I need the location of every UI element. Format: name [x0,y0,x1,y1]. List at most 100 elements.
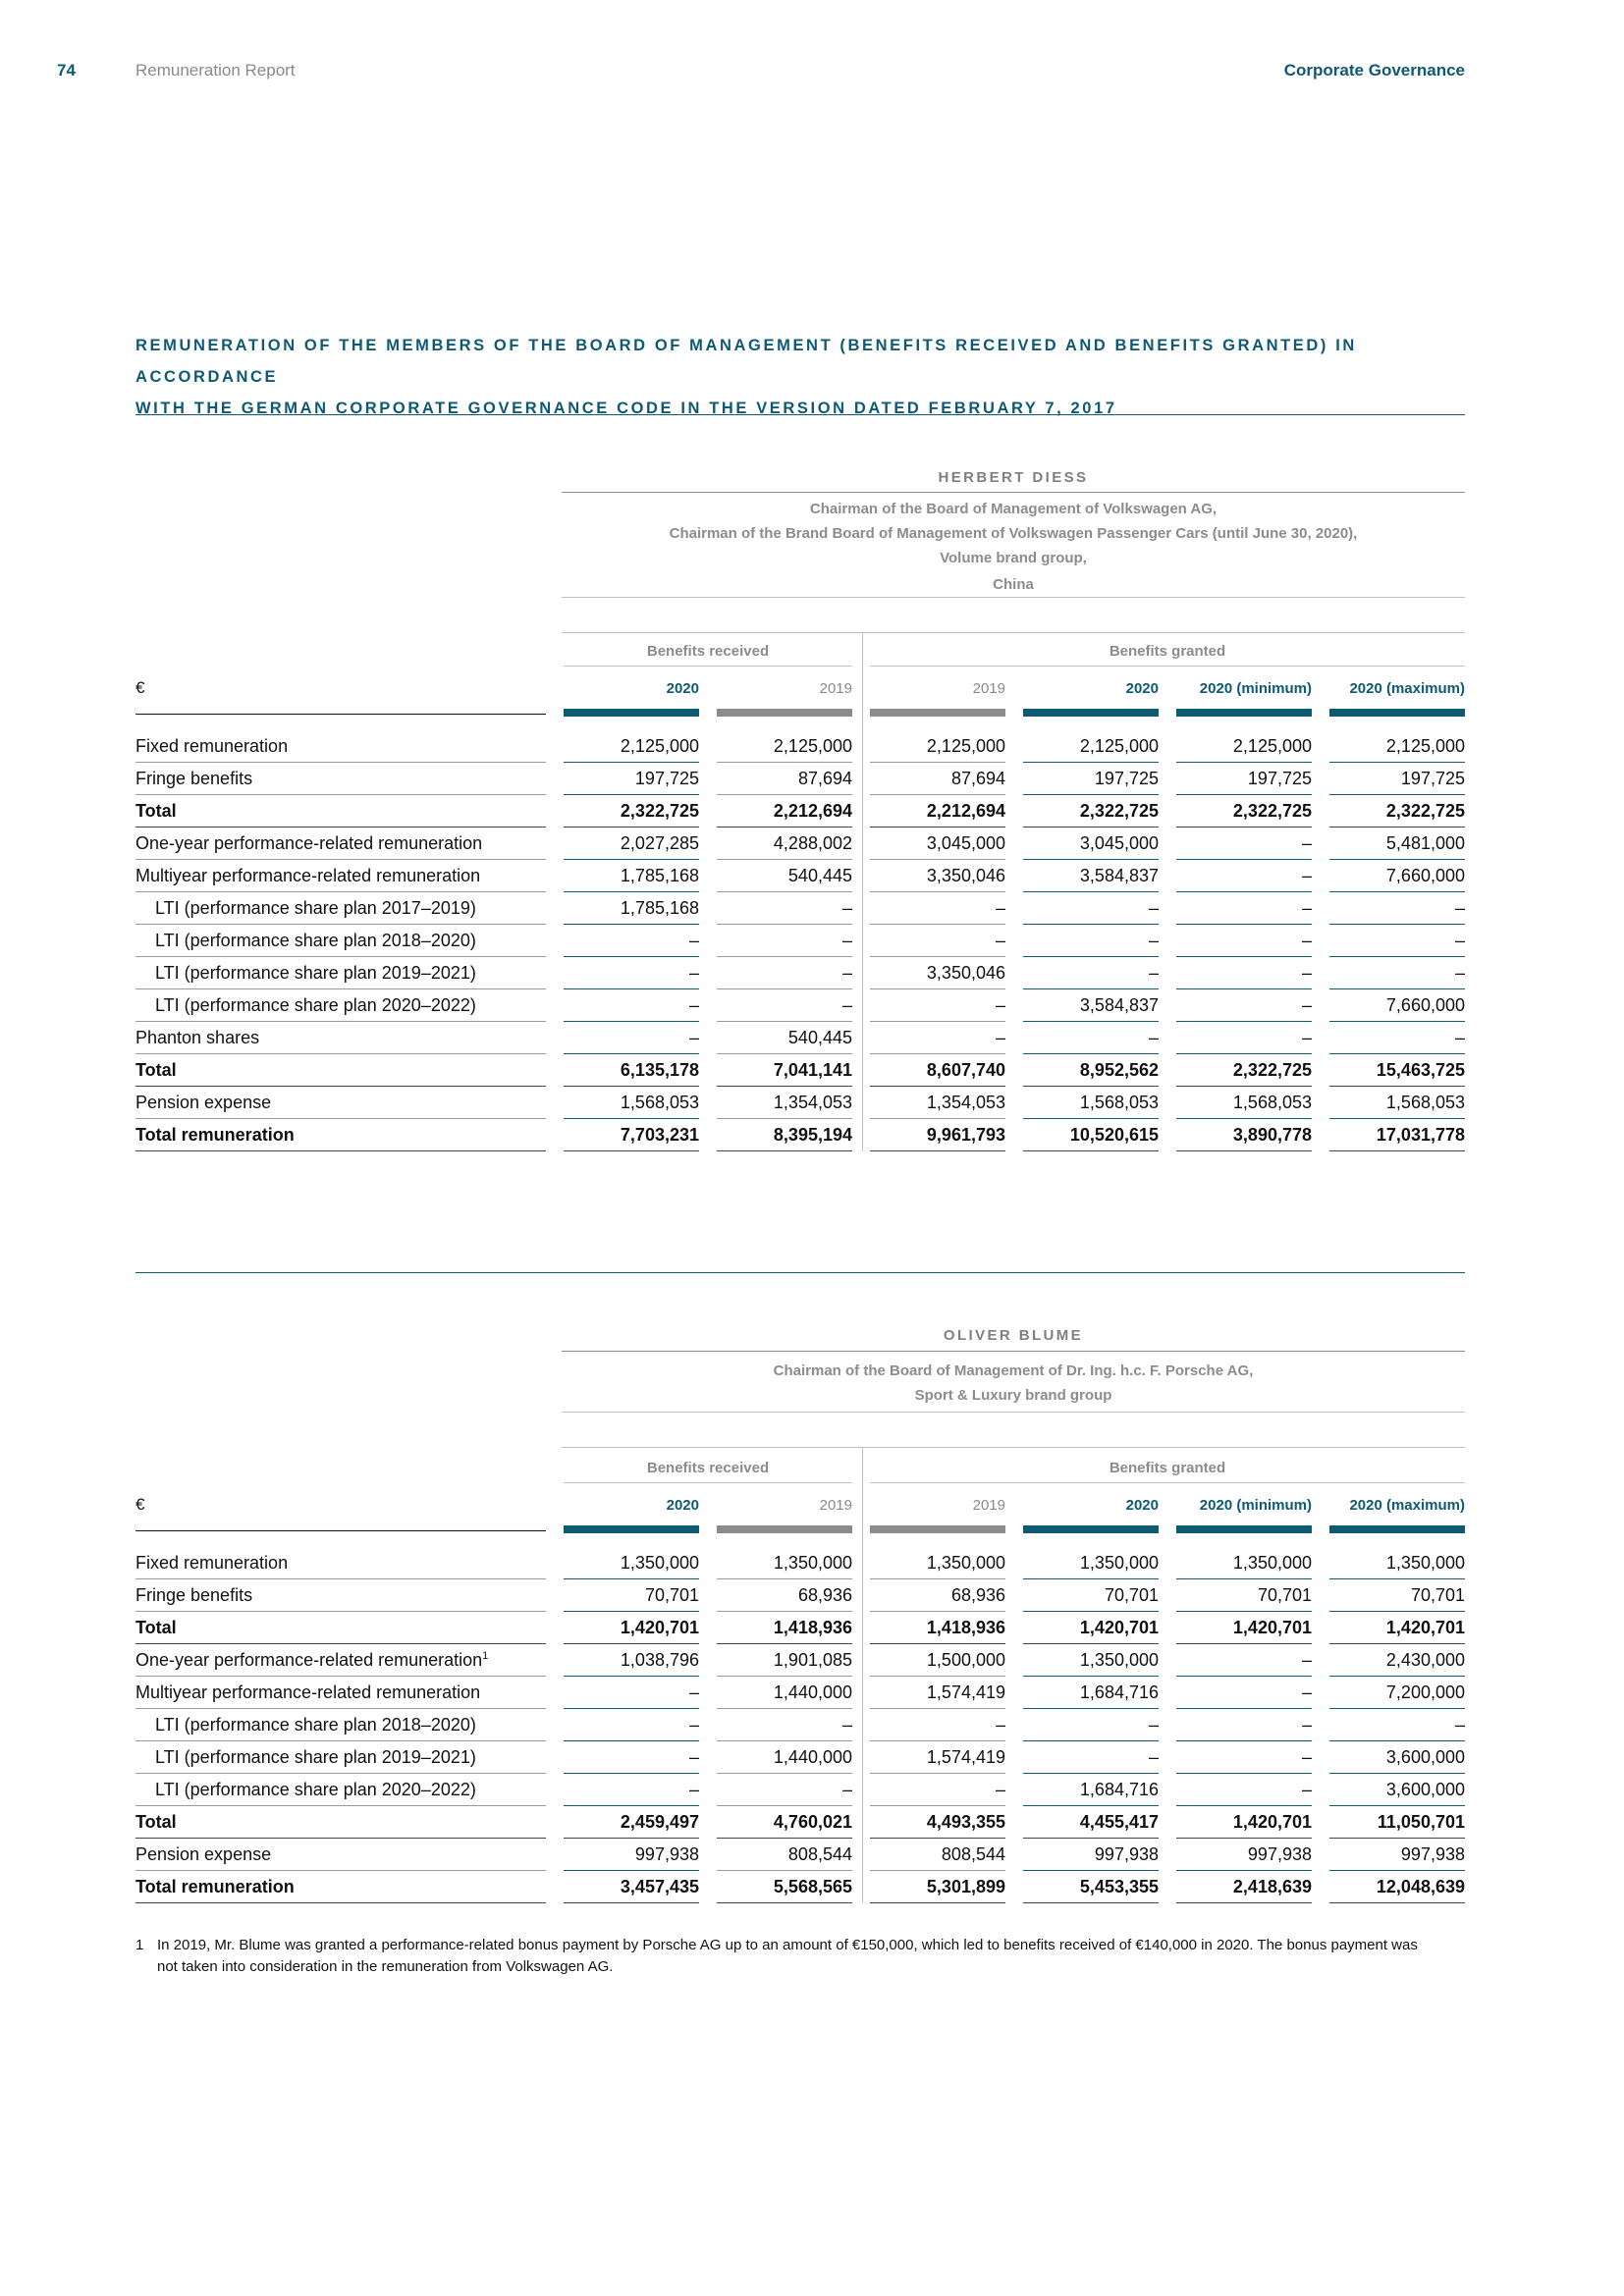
column-header-bar [870,1525,1005,1533]
table-cell: 4,760,021 [773,1812,852,1832]
row-label-text: LTI (performance share plan 2018–2020) [155,931,476,950]
table-row: Fringe benefits 70,701 68,936 68,936 70,701 7… [135,1579,1465,1612]
table-cell: 7,703,231 [620,1125,699,1145]
cell-rule [717,1021,852,1022]
cell-rule [1176,1870,1312,1871]
column-header-bar [1023,709,1159,717]
table-cell: – [1301,1747,1312,1767]
table-cell: 1,350,000 [1079,1650,1159,1670]
table-cell: 2,322,725 [1385,801,1465,821]
cell-rule [1329,988,1465,989]
table-cell: 2,418,639 [1232,1877,1312,1896]
column-header: 2019 [972,680,1005,697]
cell-rule [564,1021,699,1022]
cell-rule [1329,924,1465,925]
row-label: Total [135,1812,177,1833]
table-cell: 1,350,000 [1385,1553,1465,1573]
table-cell: 3,350,046 [926,866,1005,885]
cell-rule [1023,794,1159,795]
row-label: Total remuneration [135,1877,295,1897]
cell-rule [870,1643,1005,1644]
row-label-text: Multiyear performance-related remunerati… [135,866,481,885]
row-label-rule [135,988,546,989]
table-cell: 197,725 [1247,769,1312,788]
table-cell: 1,568,053 [1232,1093,1312,1112]
row-label-text: LTI (performance share plan 2019–2021) [155,963,476,983]
row-label-rule [135,1118,546,1119]
cell-rule [1023,1773,1159,1774]
cell-rule [717,762,852,763]
table-cell: 1,785,168 [620,866,699,885]
row-label-text: Fixed remuneration [135,1553,289,1573]
table-cell: – [1301,963,1312,983]
table-cell: 2,322,725 [620,801,699,821]
table-row: LTI (performance share plan 2019–2021) – –… [135,957,1465,989]
table-cell: – [995,1715,1005,1735]
table-cell: – [1301,931,1312,950]
group-top-rule [562,632,1465,633]
row-label: Fringe benefits [135,1585,252,1606]
cell-rule [1176,1708,1312,1709]
column-header-bar [870,709,1005,717]
table-cell: 197,725 [634,769,699,788]
row-label-text: LTI (performance share plan 2020–2022) [155,995,476,1015]
row-label-rule [135,1676,546,1677]
cell-rule [1023,1053,1159,1054]
table-cell: 3,600,000 [1385,1747,1465,1767]
table-cell: – [1301,995,1312,1015]
cell-rule [564,1643,699,1644]
row-label-text: Multiyear performance-related remunerati… [135,1682,481,1702]
row-label-text: Total [135,1618,177,1637]
row-label: LTI (performance share plan 2020–2022) [155,1780,476,1800]
cell-rule [717,1773,852,1774]
cell-rule [870,762,1005,763]
column-header: 2020 (maximum) [1349,1497,1465,1514]
cell-rule [717,1708,852,1709]
table-cell: – [841,1715,852,1735]
table-cell: 5,301,899 [926,1877,1005,1896]
cell-rule [1176,1578,1312,1579]
table-cell: – [688,1747,699,1767]
cell-rule [870,1773,1005,1774]
cell-rule [1176,956,1312,957]
table-row: Phanton shares – 540,445 – – – – [135,1022,1465,1054]
row-label-rule [135,1902,546,1903]
column-header-bar [564,1525,699,1533]
table-cell: – [1301,866,1312,885]
cell-rule [1023,1150,1159,1151]
cell-rule [1329,794,1465,795]
cell-rule [1023,891,1159,892]
column-header: 2020 [1125,680,1159,697]
column-header: 2020 (maximum) [1349,680,1465,697]
table-cell: 87,694 [950,769,1005,788]
cell-rule [717,1740,852,1741]
table-cell: 3,600,000 [1385,1780,1465,1799]
cell-rule [564,1740,699,1741]
role-line: Sport & Luxury brand group [914,1387,1112,1404]
table-cell: – [841,1780,852,1799]
table-cell: 1,440,000 [773,1682,852,1702]
cell-rule [1176,1021,1312,1022]
footnote: 1 In 2019, Mr. Blume was granted a perfo… [135,1935,1441,1978]
row-label-rule [135,1578,546,1579]
row-label-text: Phanton shares [135,1028,260,1047]
row-label-rule [135,1805,546,1806]
cell-rule [1329,1053,1465,1054]
cell-rule [1329,1611,1465,1612]
cell-rule [1329,1838,1465,1839]
cell-rule [1176,891,1312,892]
cell-rule [1176,1773,1312,1774]
row-label-rule [135,827,546,828]
table-cell: 1,350,000 [926,1553,1005,1573]
table-cell: 1,350,000 [1079,1553,1159,1573]
cell-rule [717,1805,852,1806]
table-cell: – [1148,1715,1159,1735]
row-label-rule [135,1021,546,1022]
table-cell: 1,568,053 [1385,1093,1465,1112]
row-label-rule [135,762,546,763]
table-cell: – [688,1028,699,1047]
table-cell: 12,048,639 [1376,1877,1465,1896]
row-label: Total remuneration [135,1125,295,1146]
row-label: One-year performance-related remuneratio… [135,1650,488,1671]
cell-rule [1176,762,1312,763]
